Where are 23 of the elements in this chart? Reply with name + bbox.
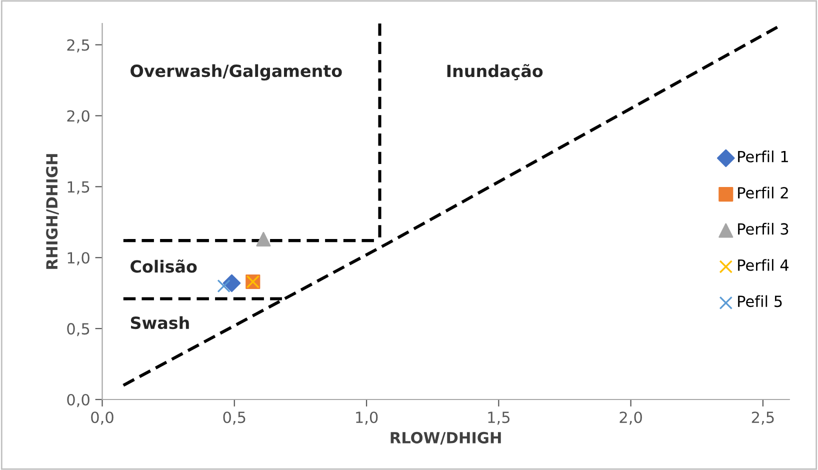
x-tick-label: 2,5	[752, 412, 774, 425]
legend-label: Perfil 2	[738, 186, 788, 199]
x-axis-title: RLOW/DHIGH	[390, 432, 501, 445]
y-tick-label: 0,0	[67, 394, 90, 408]
x-tick-label: 0,5	[223, 412, 246, 425]
y-axis-title: RHIGH/DHIGH	[46, 154, 59, 269]
legend-label: Perfil 4	[738, 259, 789, 271]
legend-label: Perfil 3	[738, 222, 788, 235]
annotation: Overwash/Galgamento	[130, 64, 342, 81]
x-tick-label: 2,0	[620, 412, 642, 425]
y-tick-label: 2,5	[67, 39, 90, 52]
legend-label: Perfil 1	[738, 150, 788, 162]
legend-label: Pefil 5	[738, 295, 782, 308]
x-tick-label: 0,0	[91, 412, 114, 425]
x-tick-label: 1,0	[356, 412, 378, 425]
annotation: Inundação	[447, 64, 543, 80]
y-tick-label: 1,0	[68, 252, 90, 266]
annotation: Swash	[130, 316, 189, 330]
x-tick-label: 1,5	[488, 412, 510, 425]
y-tick-label: 0,5	[67, 323, 90, 336]
y-tick-label: 1,5	[68, 181, 90, 194]
annotation: Colisão	[130, 260, 197, 273]
y-tick-label: 2,0	[67, 110, 90, 124]
